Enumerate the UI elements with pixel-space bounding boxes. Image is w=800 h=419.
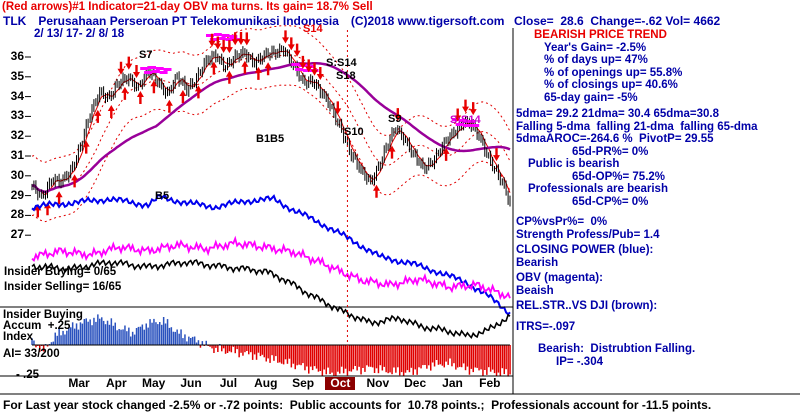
month-label: Dec <box>404 376 427 390</box>
strength-ratio: Strength Profess/Pub= 1.4 <box>516 228 660 241</box>
month-label: May <box>142 376 166 390</box>
price-axis-label: 35 <box>10 68 24 83</box>
price-axis-label: 27 <box>10 227 24 242</box>
month-label: Jan <box>442 376 463 390</box>
month-label: Aug <box>254 376 278 390</box>
month-label: Feb <box>479 376 501 390</box>
dma-values: 5dma= 29.2 21dma= 30.4 65dma=30.8 <box>516 108 719 120</box>
years-gain: Year's Gain= -2.5% <box>544 41 647 54</box>
ip-value: IP= -.304 <box>556 355 603 368</box>
gain-65-day: 65-day gain= -5% <box>544 91 638 104</box>
sma5-line <box>31 50 511 196</box>
signal-header: (Red arrows)#1 Indicator=21-day OBV ma t… <box>2 1 373 13</box>
month-label: Nov <box>366 376 390 390</box>
month-label: Sep <box>292 376 315 390</box>
month-label: Jul <box>219 376 238 390</box>
ai-value-label: AI= 33/200 <box>3 348 60 360</box>
trading-bands <box>31 24 511 223</box>
chart-annotation: S:S14 <box>450 114 481 126</box>
insider-selling-label: Insider Selling= 16/65 <box>4 281 122 293</box>
company-name: Perusahaan Perseroan PT Telekomunikasi I… <box>38 14 339 28</box>
accum-index-label: Index <box>3 331 34 343</box>
price-axis-label: 32 <box>10 128 24 143</box>
price-axis-label: 34 <box>10 88 24 103</box>
price-axis-label: 33 <box>10 108 24 123</box>
trend-status: BEARISH PRICE TREND <box>534 29 667 41</box>
accumulation-histogram <box>31 314 511 377</box>
aroc-pivot: 5dmaAROC=-264.6 % PivotP= 29.55 <box>516 133 714 145</box>
month-label: Mar <box>68 376 90 390</box>
price-axis-ticks <box>25 56 31 236</box>
obv-line <box>31 235 511 301</box>
date-range: 2/ 13/ 17- 2/ 8/ 18 <box>34 28 125 40</box>
pct-days-up: % of days up= 47% <box>544 54 648 66</box>
obv-status: Beaish <box>516 284 554 297</box>
accum-minus-label: - .25 <box>16 369 40 381</box>
price-axis-label: 30 <box>10 167 24 182</box>
distribution-status: Bearish: Distrubtion Falling. <box>538 343 696 355</box>
price-axis-label: 28 <box>10 207 24 222</box>
closing-power-status: Bearish <box>516 256 559 269</box>
price-axis-label: 31 <box>10 148 24 162</box>
op-65d: 65d-OP%= 75.2% <box>572 170 666 183</box>
signal-arrows <box>34 30 500 218</box>
month-label: Oct <box>325 376 356 391</box>
sma65-line <box>31 62 511 194</box>
chart-annotation: S7 <box>139 49 153 61</box>
month-label: Jun <box>180 376 202 390</box>
cp-65d: 65d-CP%= 0% <box>572 195 649 208</box>
chart-annotation: S14 <box>303 23 323 35</box>
closing-power-heading: CLOSING POWER (blue): <box>516 244 654 256</box>
insider-buying-label: Insider Buying= 0/65 <box>4 266 117 278</box>
pr-65d: 65d-PR%= 0% <box>572 145 649 158</box>
month-label: Apr <box>106 376 127 390</box>
professional-sentiment: Professionals are bearish <box>528 183 668 195</box>
copyright: (C)2018 www.tigersoft.com <box>350 14 505 28</box>
ticker-symbol: TLK <box>3 14 27 28</box>
quote-line: Close= 28.6 Change=-.62 Vol= 4662 <box>514 14 721 28</box>
chart-annotation: S18 <box>336 70 356 82</box>
price-axis-label: 29 <box>10 187 24 202</box>
price-axis-label: 36 <box>10 49 24 63</box>
chart-annotation: S10 <box>344 126 364 138</box>
pct-openings-up: % of openings up= 55.8% <box>544 66 683 79</box>
relative-strength-line <box>31 258 511 340</box>
closing-power-line <box>31 194 511 316</box>
chart-annotation: B1B5 <box>256 133 285 145</box>
indicator-readout-panel: BEARISH PRICE TREND Year's Gain= -2.5%% o… <box>516 29 800 368</box>
itrs-value: ITRS=-.097 <box>516 320 576 333</box>
accum-panel-title: Insider Buying <box>3 309 83 321</box>
cp-vs-pr: CP%vsPr%= 0% <box>516 216 608 228</box>
title-bar: TLK Perusahaan Perseroan PT Telekomunikas… <box>3 14 505 28</box>
chart-annotation: B5 <box>155 190 170 202</box>
public-sentiment: Public is bearish <box>528 158 620 170</box>
footer-summary: For Last year stock changed -2.5% or -.7… <box>3 398 712 412</box>
accum-plus-label: Accum +.25 <box>3 320 71 332</box>
chart-annotation: S9 <box>388 113 402 125</box>
pct-closings-up: % of closings up= 40.6% <box>544 79 678 91</box>
frame-lines <box>0 28 800 395</box>
chart-annotation: S:S14 <box>326 57 357 69</box>
obv-heading: OBV (magenta): <box>516 272 603 284</box>
dma-directions: Falling 5-dma falling 21-dma falling 65-… <box>516 120 758 133</box>
relstr-heading: REL.STR..VS DJI (brown): <box>516 300 658 312</box>
